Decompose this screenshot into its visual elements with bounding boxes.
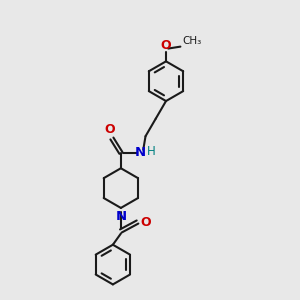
Text: CH₃: CH₃ xyxy=(182,36,201,46)
Text: O: O xyxy=(161,39,171,52)
Text: H: H xyxy=(147,146,155,158)
Text: N: N xyxy=(135,146,146,159)
Text: O: O xyxy=(140,215,151,229)
Text: O: O xyxy=(105,123,115,136)
Text: N: N xyxy=(115,210,126,223)
